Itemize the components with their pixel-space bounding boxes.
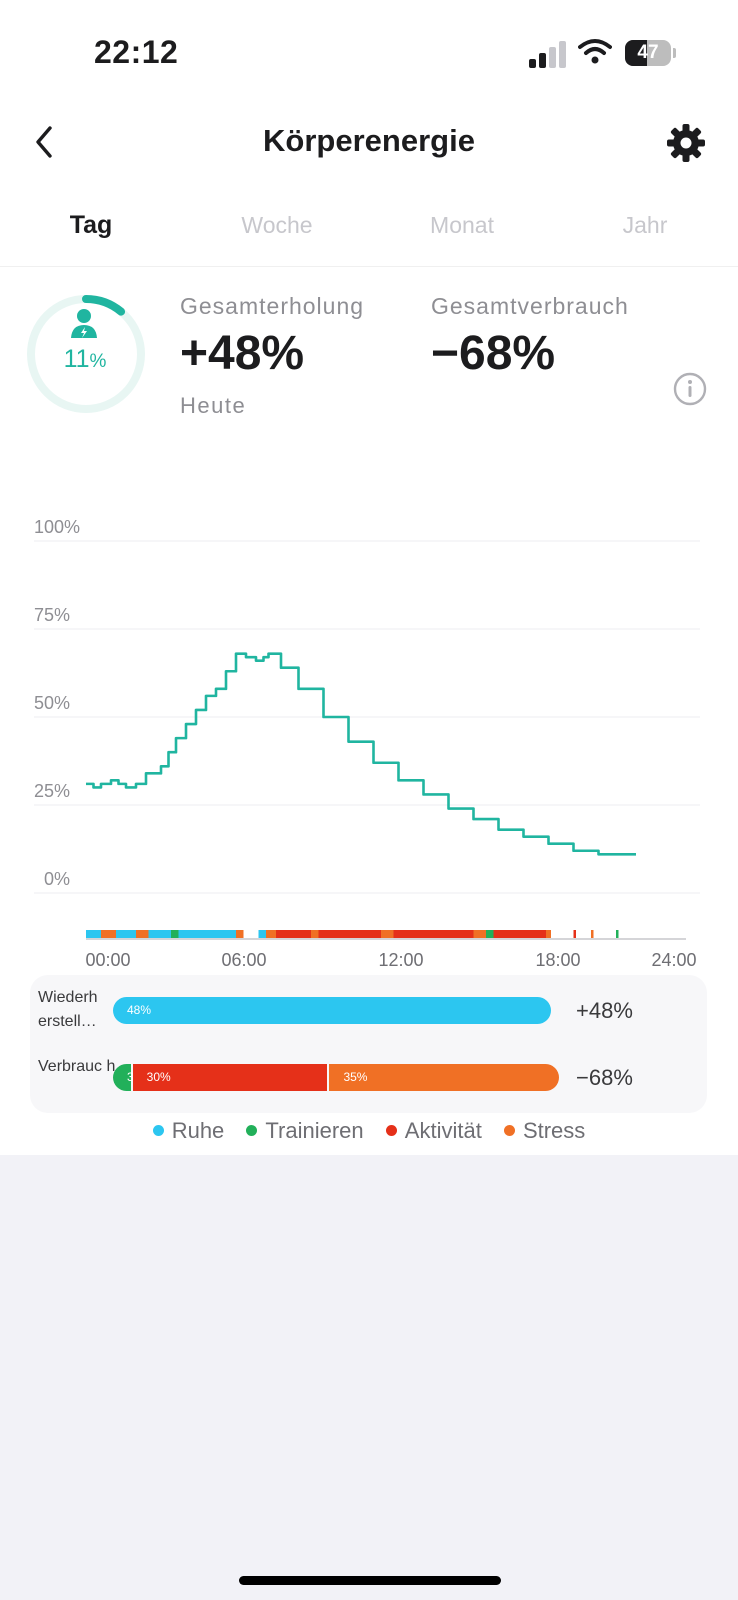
activity-strip-segment <box>86 930 101 938</box>
bar-segment: 3% <box>113 1064 144 1091</box>
y-tick-label: 50% <box>34 693 71 713</box>
activity-strip-segment <box>616 930 619 938</box>
legend-dot <box>503 1125 515 1136</box>
activity-strip <box>86 930 619 938</box>
legend-item-rest: Ruhe <box>152 1118 225 1144</box>
legend-item-training: Trainieren <box>246 1118 364 1144</box>
x-tick-label: 00:00 <box>85 950 131 970</box>
activity-strip-segment <box>258 930 266 938</box>
activity-strip-segment <box>318 930 381 938</box>
activity-strip-segment <box>236 930 244 938</box>
battery-icon: 47 <box>625 40 676 66</box>
cellular-signal-icon <box>529 40 567 68</box>
activity-strip-segment <box>136 930 149 938</box>
activity-strip-segment <box>486 930 494 938</box>
activity-strip-segment <box>178 930 236 938</box>
body-energy-chart <box>34 540 700 940</box>
activity-strip-segment <box>381 930 394 938</box>
y-tick-label: 75% <box>34 605 71 625</box>
legend-dot <box>152 1125 164 1136</box>
status-time: 22:12 <box>94 34 179 70</box>
x-tick-label: 18:00 <box>535 950 581 970</box>
home-indicator <box>239 1576 501 1585</box>
tab-year[interactable]: Jahr <box>622 212 668 238</box>
bar-segment: 48% <box>113 997 551 1024</box>
x-tick-label: 06:00 <box>221 950 267 970</box>
recovery-total: +48% <box>576 998 633 1023</box>
activity-strip-segment <box>573 930 576 938</box>
activity-strip-segment <box>546 930 551 938</box>
activity-strip-segment <box>148 930 171 938</box>
y-tick-label: 100% <box>34 517 81 537</box>
consumption-value: −68% <box>431 327 556 380</box>
tab-day[interactable]: Tag <box>69 211 113 239</box>
legend-dot <box>246 1125 258 1136</box>
consumption-total: −68% <box>576 1065 633 1090</box>
back-icon[interactable] <box>30 122 60 162</box>
recovery-label: Gesamterholung <box>180 293 365 319</box>
energy-level-ring <box>27 295 145 413</box>
settings-gear-icon[interactable] <box>666 123 706 163</box>
page-title: Körperenergie <box>263 123 475 158</box>
tab-week[interactable]: Woche <box>241 212 313 238</box>
activity-strip-segment <box>311 930 319 938</box>
battery-level: 47 <box>637 42 659 63</box>
recovery-row-label: Wiederh erstell… <box>38 989 98 1030</box>
x-tick-label: 12:00 <box>378 950 424 970</box>
content-background <box>0 0 738 1155</box>
consumption-row-label: Verbrauc h <box>38 1058 116 1075</box>
current-energy-unit: % <box>89 351 107 372</box>
legend-label: Trainieren <box>265 1118 364 1143</box>
y-tick-label: 25% <box>34 781 71 801</box>
current-energy-value: 11% <box>55 345 115 374</box>
activity-strip-segment <box>591 930 594 938</box>
info-icon[interactable] <box>673 372 707 406</box>
activity-strip-segment <box>171 930 179 938</box>
activity-strip-segment <box>393 930 474 938</box>
body-energy-icon <box>71 309 97 338</box>
activity-strip-segment <box>116 930 136 938</box>
activity-strip-segment <box>473 930 486 938</box>
tab-divider <box>0 266 738 267</box>
activity-strip-segment <box>276 930 311 938</box>
recovery-period: Heute <box>180 393 247 418</box>
legend-item-stress: Stress <box>503 1118 586 1144</box>
current-energy-number: 11 <box>63 345 90 373</box>
consumption-label: Gesamtverbrauch <box>431 293 629 319</box>
activity-strip-segment <box>266 930 276 938</box>
activity-strip-segment <box>101 930 116 938</box>
recovery-bar: 48% <box>113 997 551 1024</box>
wifi-icon <box>578 39 612 64</box>
energy-line-series <box>86 652 636 856</box>
bar-segment: 30% <box>132 1064 328 1091</box>
y-tick-label: 0% <box>44 869 71 889</box>
breakdown-card: Wiederh erstell… 48% +48% Verbrauc h 3%3… <box>30 975 707 1113</box>
activity-strip-segment <box>493 930 546 938</box>
legend-item-activity: Aktivität <box>385 1118 482 1144</box>
recovery-value: +48% <box>180 327 305 380</box>
legend-label: Aktivität <box>404 1118 482 1143</box>
legend-dot <box>385 1125 397 1136</box>
legend-label: Ruhe <box>171 1118 225 1143</box>
tab-month[interactable]: Monat <box>430 212 494 238</box>
legend-label: Stress <box>522 1118 586 1143</box>
consumption-bar: 3%30%35% <box>113 1064 559 1091</box>
bar-segment: 35% <box>329 1064 559 1091</box>
legend: Ruhe Trainieren Aktivität Stress <box>0 1118 738 1144</box>
x-tick-label: 24:00 <box>651 950 697 970</box>
